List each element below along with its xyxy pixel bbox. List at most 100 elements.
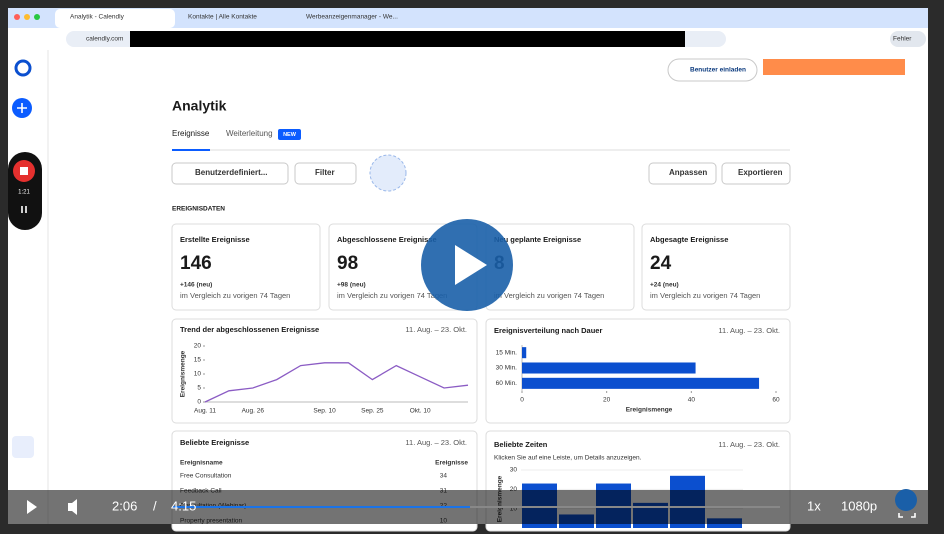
stat-label: Abgeschlossene Ereignisse (337, 235, 437, 244)
y-tick-label: 15 (194, 357, 202, 364)
stat-change: +146 (neu) (180, 282, 212, 289)
stat-comparison: im Vergleich zu vorigen 74 Tagen (494, 291, 604, 300)
x-tick-label: 0 (520, 397, 524, 404)
button-label: Anpassen (669, 168, 707, 177)
category-label: 60 Min. (496, 380, 518, 387)
date-range: 11. Aug. – 23. Okt. (718, 440, 780, 449)
url: calendly.com (86, 36, 123, 43)
stat-value: 98 (337, 253, 358, 274)
new-badge (278, 129, 301, 140)
x-tick-label: 40 (688, 397, 696, 404)
y-tick-label: 20 (194, 343, 202, 350)
page-title: Analytik (172, 98, 227, 114)
pause-record[interactable] (21, 206, 27, 213)
redaction (130, 31, 685, 47)
subtitle: Klicken Sie auf eine Leiste, um Details … (494, 455, 642, 462)
record-time: 1:21 (18, 190, 30, 196)
stat-card (171, 223, 321, 311)
button-label: Filter (315, 168, 335, 177)
play-small[interactable] (27, 500, 37, 514)
badge: NEW (283, 132, 297, 138)
account-bubble[interactable] (895, 489, 917, 511)
video-duration: 4:15 (171, 498, 196, 513)
analytics-nav[interactable] (12, 436, 34, 458)
stat-comparison: im Vergleich zu vorigen 74 Tagen (337, 291, 447, 300)
y-tick-label: 10 (194, 371, 202, 378)
stat-comparison: im Vergleich zu vorigen 74 Tagen (180, 291, 290, 300)
button-label: Exportieren (738, 168, 783, 177)
x-tick-label: 20 (603, 397, 611, 404)
x-tick-label: Aug. 26 (242, 408, 265, 415)
tab: Ereignisse (172, 129, 210, 138)
y-tick-label: 30 (510, 467, 518, 474)
customize-button[interactable] (648, 162, 717, 185)
card-title: Trend der abgeschlossenen Ereignisse (180, 325, 319, 334)
tab-title: Analytik - Calendly (70, 14, 125, 21)
tab: Weiterleitung (226, 129, 273, 138)
y-tick-label: 5 (197, 385, 201, 392)
x-tick-label: Okt. 10 (410, 408, 431, 415)
x-tick-label: Aug. 11 (194, 408, 216, 415)
stat-label: Abgesagte Ereignisse (650, 235, 728, 244)
stat-card (641, 223, 791, 311)
button-label: Benutzerdefiniert... (195, 168, 267, 177)
y-axis-label: Ereignismenge (180, 350, 187, 397)
bar (522, 347, 527, 359)
y-tick-label: 20 (510, 486, 518, 493)
profile-button[interactable] (890, 31, 926, 47)
video-separator: / (153, 498, 157, 513)
invite-label: Benutzer einladen (690, 67, 746, 74)
x-tick-label: Sep. 25 (361, 408, 384, 415)
line (204, 362, 469, 403)
bar (522, 362, 696, 374)
column-header: Ereignisse (435, 460, 468, 467)
export-button[interactable] (721, 162, 791, 185)
logo[interactable] (14, 59, 32, 77)
date-range: 11. Aug. – 23. Okt. (405, 325, 467, 334)
category-label: 15 Min. (496, 349, 518, 356)
date-range: 11. Aug. – 23. Okt. (405, 438, 467, 447)
table-cell: Free Consultation (180, 473, 232, 480)
redaction (763, 59, 905, 75)
stat-change: +24 (neu) (650, 282, 679, 289)
profile-label: Fehler (893, 36, 912, 43)
tab-bar (8, 8, 928, 28)
x-tick-label: Sep. 10 (313, 408, 336, 415)
play-icon (455, 245, 487, 285)
video-quality: 1080p (841, 498, 877, 513)
window-close[interactable] (14, 14, 20, 20)
video-speed: 1x (807, 498, 821, 513)
chart-card (171, 318, 478, 424)
stat-comparison: im Vergleich zu vorigen 74 Tagen (650, 291, 760, 300)
x-tick-label: 60 (772, 397, 780, 404)
card-title: Beliebte Zeiten (494, 440, 548, 449)
active-tab[interactable] (55, 9, 175, 28)
card-title: Ereignisverteilung nach Dauer (494, 326, 602, 335)
stop-icon (20, 167, 28, 175)
date-filter[interactable] (171, 162, 289, 185)
stat-change: +98 (neu) (337, 282, 366, 289)
date-range: 11. Aug. – 23. Okt. (718, 326, 780, 335)
volume[interactable] (68, 499, 77, 515)
window-min[interactable] (24, 14, 30, 20)
stat-label: Erstellte Ereignisse (180, 235, 250, 244)
stat-value: 24 (650, 253, 672, 274)
stat-value: 146 (180, 253, 212, 274)
invite-button[interactable] (667, 58, 758, 82)
window-max[interactable] (34, 14, 40, 20)
y-tick-label: 0 (197, 399, 201, 406)
video-time: 2:06 (112, 498, 137, 513)
x-axis-label: Ereignismenge (626, 407, 673, 414)
plus-icon (17, 103, 27, 113)
tab-title: Kontakte | Alle Kontakte (188, 14, 257, 21)
stat-label: Neu geplante Ereignisse (494, 235, 581, 244)
table-cell: 34 (440, 473, 448, 480)
tab-title: Werbeanzeigenmanager - We... (306, 14, 398, 21)
section-label: EREIGNISDATEN (172, 206, 225, 213)
filter-button[interactable] (294, 162, 357, 185)
card-title: Beliebte Ereignisse (180, 438, 249, 447)
column-header: Ereignisname (180, 460, 223, 467)
click-highlight (369, 154, 407, 192)
bar (522, 377, 760, 389)
